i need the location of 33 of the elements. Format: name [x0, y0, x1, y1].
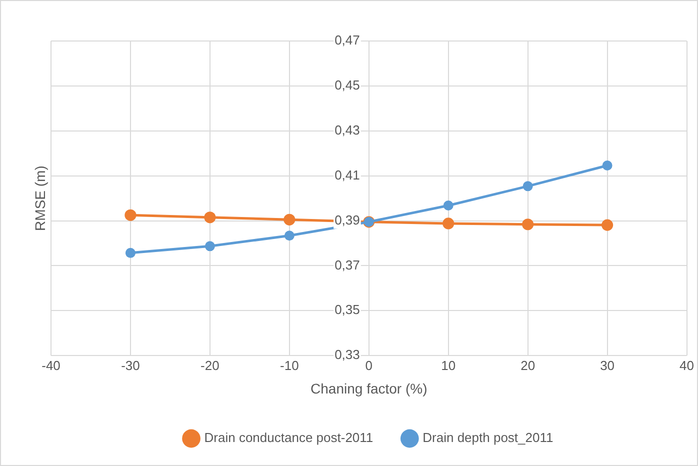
y-tick-label: 0,35 [334, 302, 360, 318]
point [204, 212, 216, 224]
point [602, 160, 612, 170]
x-tick-label: 10 [441, 358, 456, 373]
y-tick-label: 0,43 [334, 122, 360, 138]
y-tick-label: 0,45 [334, 78, 360, 93]
point [204, 241, 215, 252]
x-tick-label: -10 [280, 358, 299, 373]
y-tick-label: 0,47 [334, 32, 360, 48]
x-tick-label: 30 [600, 358, 615, 373]
x-tick-label: -20 [200, 358, 220, 373]
point [284, 230, 294, 241]
point [125, 248, 136, 258]
point [522, 218, 534, 230]
y-axis-title: RMSE (m) [32, 166, 48, 231]
point [522, 181, 533, 192]
legend-label: Drain conductance post-2011 [204, 430, 374, 446]
legend-label: Drain depth post_2011 [422, 430, 554, 446]
y-tick-label: 0,33 [334, 347, 360, 362]
point [124, 209, 136, 221]
point [443, 200, 454, 210]
point [602, 219, 614, 231]
x-tick-label: 20 [520, 358, 536, 373]
point [442, 218, 454, 230]
point [284, 214, 296, 226]
y-tick-label: 0,39 [334, 212, 360, 228]
x-tick-label: 0 [365, 358, 372, 373]
y-tick-label: 0,41 [334, 167, 360, 182]
x-tick-label: -40 [42, 358, 60, 373]
x-tick-label: -30 [121, 358, 140, 373]
x-tick-label: 40 [680, 358, 694, 373]
y-tick-label: 0,37 [334, 257, 360, 272]
x-axis-title: Chaning factor (%) [310, 380, 428, 396]
